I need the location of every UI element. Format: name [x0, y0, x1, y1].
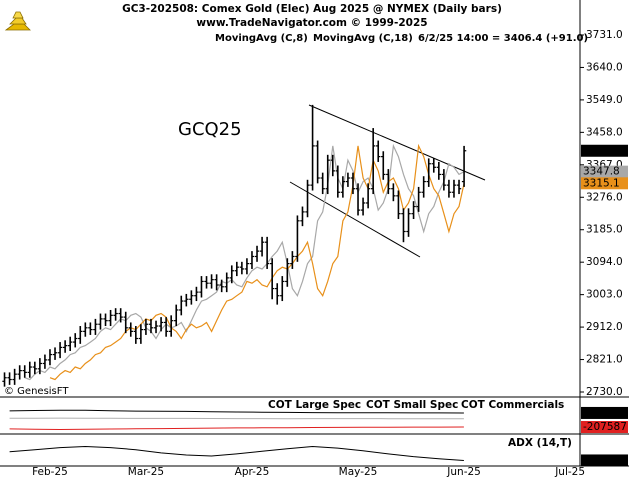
last-value-label: 3347.8	[583, 166, 620, 178]
indicator-line	[9, 417, 464, 420]
last-value-box	[581, 454, 628, 467]
y-tick-label: 3731.0	[586, 29, 623, 41]
last-value-label: -207587	[583, 421, 627, 433]
legend-label: COT Large Spec	[268, 399, 361, 411]
indicator-line	[9, 445, 464, 461]
x-tick-label: Jun-25	[446, 466, 481, 478]
indicator-line	[9, 409, 464, 414]
y-tick-label: 3640.0	[586, 61, 623, 73]
y-tick-label: 3094.0	[586, 256, 623, 268]
moving-average-line	[49, 143, 465, 381]
logo	[4, 11, 31, 31]
x-tick-label: Apr-25	[235, 466, 270, 478]
y-tick-label: 3185.0	[586, 224, 623, 236]
last-value-label: 174184	[583, 407, 623, 419]
chart-title: GC3-202508: Comex Gold (Elec) Aug 2025 @…	[122, 3, 502, 15]
last-value-box	[581, 144, 628, 157]
last-value-label: 13.61	[583, 454, 613, 466]
last-value-label: 3406.4	[583, 145, 620, 157]
last-value-box	[581, 177, 628, 190]
y-tick-label: 3549.0	[586, 94, 623, 106]
x-tick-label: Feb-25	[32, 466, 68, 478]
legend-label: MovingAvg (C,8)	[215, 33, 308, 44]
x-tick-label: Jul-25	[554, 466, 585, 478]
x-tick-label: Mar-25	[128, 466, 164, 478]
last-value-box	[581, 421, 628, 434]
source: © GenesisFT	[4, 386, 69, 397]
y-tick-label: 2912.0	[586, 321, 623, 333]
trend-line	[289, 181, 421, 258]
last-value-label: 3315.1	[583, 177, 620, 189]
y-tick-label: 3003.0	[586, 289, 623, 301]
y-tick-label: 3276.0	[586, 191, 623, 203]
indicator-line	[9, 426, 464, 431]
x-tick-label: May-25	[339, 466, 378, 478]
y-tick-label: 3458.0	[586, 126, 623, 138]
last-value-box	[581, 406, 628, 419]
y-tick-label: 2730.0	[586, 386, 623, 398]
last-value-box	[581, 165, 628, 178]
moving-average-line	[24, 143, 465, 381]
legend-label: COT Small Spec	[366, 399, 458, 411]
legend-label: ADX (14,T)	[508, 437, 572, 449]
status: 6/2/25 14:00 = 3406.4 (+91.0)	[418, 33, 588, 44]
legend-label: COT Commercials	[461, 399, 564, 411]
legend-label: MovingAvg (C,18)	[313, 33, 413, 44]
annotation: GCQ25	[178, 119, 242, 140]
chart-subtitle: www.TradeNavigator.com © 1999-2025	[196, 17, 427, 29]
y-tick-label: 2821.0	[586, 354, 623, 366]
trend-line	[308, 104, 486, 181]
